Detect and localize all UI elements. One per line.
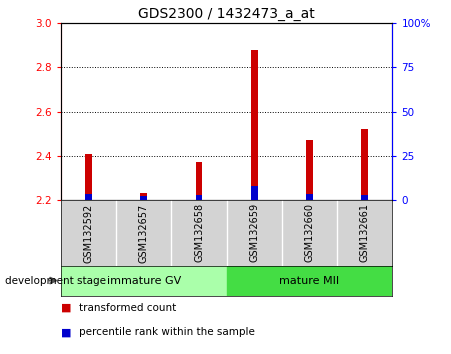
- Bar: [306, 140, 313, 200]
- Bar: [61, 266, 226, 296]
- Text: GSM132661: GSM132661: [360, 203, 370, 262]
- Bar: [251, 50, 258, 200]
- Bar: [196, 195, 202, 200]
- Text: GSM132658: GSM132658: [194, 203, 204, 262]
- Text: GSM132660: GSM132660: [304, 203, 314, 262]
- Text: transformed count: transformed count: [79, 303, 176, 313]
- Text: GSM132657: GSM132657: [139, 203, 149, 263]
- Text: mature MII: mature MII: [280, 275, 340, 286]
- Text: ■: ■: [61, 327, 71, 337]
- Text: GSM132659: GSM132659: [249, 203, 259, 262]
- Bar: [85, 154, 92, 200]
- Bar: [196, 162, 202, 200]
- Text: ■: ■: [61, 303, 71, 313]
- Bar: [140, 193, 147, 200]
- Bar: [226, 266, 392, 296]
- Title: GDS2300 / 1432473_a_at: GDS2300 / 1432473_a_at: [138, 7, 315, 21]
- Bar: [85, 194, 92, 200]
- Bar: [140, 195, 147, 200]
- Text: development stage: development stage: [5, 275, 106, 286]
- Text: immature GV: immature GV: [106, 275, 181, 286]
- Bar: [361, 195, 368, 200]
- Text: GSM132592: GSM132592: [83, 203, 93, 263]
- Bar: [306, 194, 313, 200]
- Bar: [361, 129, 368, 200]
- Bar: [251, 186, 258, 200]
- Text: percentile rank within the sample: percentile rank within the sample: [79, 327, 255, 337]
